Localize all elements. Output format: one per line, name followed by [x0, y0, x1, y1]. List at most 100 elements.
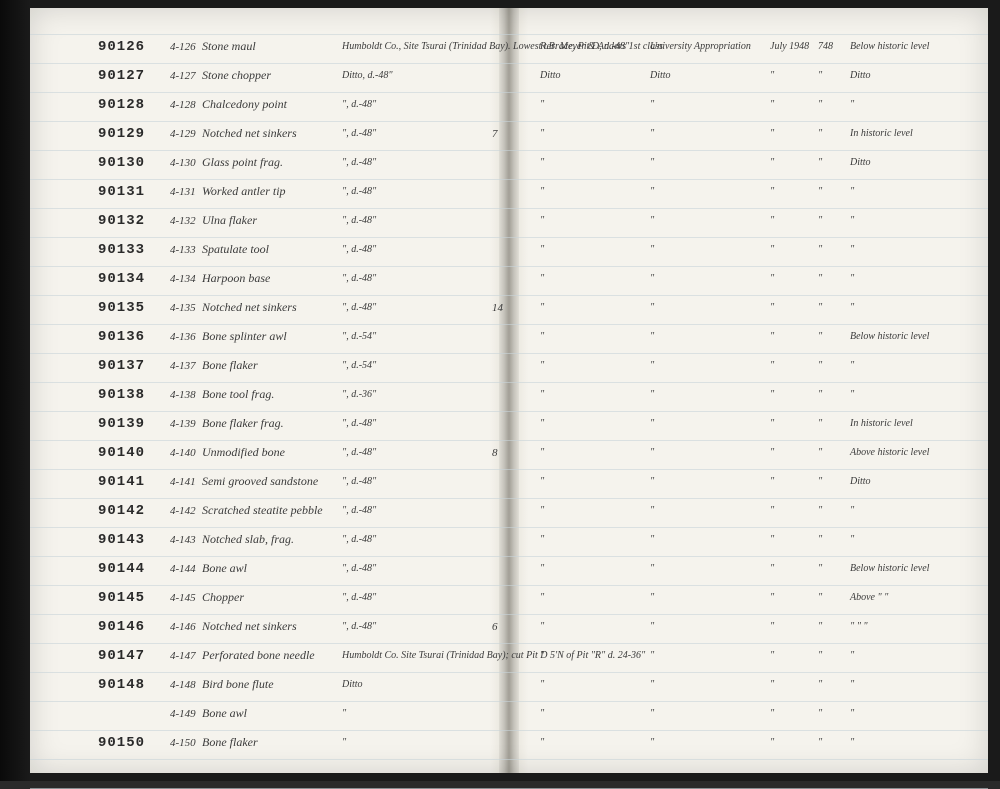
- fund-source: ": [650, 418, 654, 429]
- ledger-pages: 901264-126Stone maulHumboldt Co., Site T…: [30, 8, 988, 773]
- remarks: In historic level: [850, 418, 913, 429]
- box-number: ": [818, 708, 822, 719]
- collector: ": [540, 273, 544, 284]
- collector: ": [540, 708, 544, 719]
- description: Bone tool frag.: [202, 387, 274, 402]
- ledger-row: 901424-142Scratched steatite pebble", d.…: [30, 496, 988, 525]
- box-number: ": [818, 621, 822, 632]
- box-number: ": [818, 360, 822, 371]
- locality: ", d.-48": [342, 505, 376, 516]
- ledger-row: 901404-140Unmodified bone", d.-48"8""""A…: [30, 438, 988, 467]
- fund-source: ": [650, 389, 654, 400]
- locality: ", d.-48": [342, 99, 376, 110]
- quantity: 8: [492, 447, 498, 459]
- box-number: ": [818, 302, 822, 313]
- locality: ", d.-48": [342, 128, 376, 139]
- box-number: ": [818, 331, 822, 342]
- field-number: 4-132: [170, 215, 196, 227]
- collector: ": [540, 476, 544, 487]
- collector: ": [540, 447, 544, 458]
- description: Bird bone flute: [202, 677, 274, 692]
- accession-number: 90140: [98, 445, 145, 461]
- ledger-row: 901284-128Chalcedony point", d.-48"""""": [30, 90, 988, 119]
- field-number: 4-130: [170, 157, 196, 169]
- field-number: 4-135: [170, 302, 196, 314]
- description: Notched slab, frag.: [202, 532, 294, 547]
- fund-source: ": [650, 186, 654, 197]
- date: ": [770, 331, 774, 342]
- field-number: 4-138: [170, 389, 196, 401]
- ledger-row: 901324-132Ulna flaker", d.-48"""""": [30, 206, 988, 235]
- locality: ", d.-48": [342, 186, 376, 197]
- ledger-row: 901264-126Stone maulHumboldt Co., Site T…: [30, 32, 988, 61]
- ledger-row: 901274-127Stone chopperDitto, d.-48"Ditt…: [30, 61, 988, 90]
- description: Stone maul: [202, 39, 256, 54]
- description: Chalcedony point: [202, 97, 287, 112]
- book-binding: [0, 0, 30, 781]
- remarks: ": [850, 273, 854, 284]
- description: Bone awl: [202, 561, 247, 576]
- accession-number: 90131: [98, 184, 145, 200]
- remarks: Ditto: [850, 70, 871, 81]
- field-number: 4-137: [170, 360, 196, 372]
- locality: ", d.-48": [342, 534, 376, 545]
- field-number: 4-131: [170, 186, 196, 198]
- quantity: 14: [492, 302, 503, 314]
- ledger-row: 901384-138Bone tool frag.", d.-36"""""": [30, 380, 988, 409]
- accession-number: 90129: [98, 126, 145, 142]
- description: Harpoon base: [202, 271, 270, 286]
- collector: R.B. Meyer & Anders 1st class: [540, 41, 663, 52]
- date: ": [770, 621, 774, 632]
- box-number: ": [818, 679, 822, 690]
- accession-number: 90134: [98, 271, 145, 287]
- description: Worked antler tip: [202, 184, 286, 199]
- date: ": [770, 679, 774, 690]
- fund-source: ": [650, 534, 654, 545]
- date: ": [770, 157, 774, 168]
- date: ": [770, 70, 774, 81]
- remarks: Below historic level: [850, 563, 929, 574]
- locality: ", d.-48": [342, 215, 376, 226]
- description: Bone awl: [202, 706, 247, 721]
- remarks: Below historic level: [850, 331, 929, 342]
- date: ": [770, 505, 774, 516]
- field-number: 4-141: [170, 476, 196, 488]
- remarks: ": [850, 186, 854, 197]
- accession-number: 90139: [98, 416, 145, 432]
- date: ": [770, 650, 774, 661]
- locality: Ditto: [342, 679, 363, 690]
- remarks: ": [850, 505, 854, 516]
- field-number: 4-126: [170, 41, 196, 53]
- field-number: 4-145: [170, 592, 196, 604]
- collector: ": [540, 737, 544, 748]
- ledger-book: 901264-126Stone maulHumboldt Co., Site T…: [0, 0, 1000, 781]
- accession-number: 90133: [98, 242, 145, 258]
- collector: Ditto: [540, 70, 561, 81]
- field-number: 4-128: [170, 99, 196, 111]
- field-number: 4-133: [170, 244, 196, 256]
- date: ": [770, 186, 774, 197]
- collector: ": [540, 186, 544, 197]
- locality: ", d.-48": [342, 592, 376, 603]
- collector: ": [540, 331, 544, 342]
- accession-number: 90128: [98, 97, 145, 113]
- locality: ", d.-48": [342, 447, 376, 458]
- box-number: ": [818, 476, 822, 487]
- accession-number: 90137: [98, 358, 145, 374]
- locality: ", d.-48": [342, 157, 376, 168]
- ledger-row: 4-149Bone awl"""""": [30, 699, 988, 728]
- accession-number: 90150: [98, 735, 145, 751]
- quantity: 7: [492, 128, 498, 140]
- accession-number: 90144: [98, 561, 145, 577]
- locality: ", d.-48": [342, 418, 376, 429]
- fund-source: ": [650, 650, 654, 661]
- accession-number: 90135: [98, 300, 145, 316]
- remarks: ": [850, 534, 854, 545]
- field-number: 4-149: [170, 708, 196, 720]
- fund-source: ": [650, 447, 654, 458]
- collector: ": [540, 505, 544, 516]
- collector: ": [540, 650, 544, 661]
- remarks: ": [850, 389, 854, 400]
- box-number: 748: [818, 41, 833, 52]
- fund-source: ": [650, 128, 654, 139]
